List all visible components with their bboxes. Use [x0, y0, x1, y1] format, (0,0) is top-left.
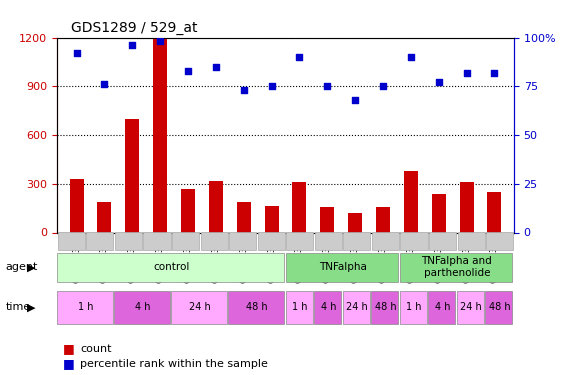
Point	[267, 83, 276, 89]
Bar	[237, 202, 251, 232]
Text: 1 h: 1 h	[292, 303, 308, 312]
Text: 24 h: 24 h	[460, 303, 482, 312]
Point	[462, 70, 471, 76]
Text: TNFalpha and
parthenolide: TNFalpha and parthenolide	[421, 256, 492, 278]
Text: GDS1289 / 529_at: GDS1289 / 529_at	[71, 21, 198, 35]
Bar	[258, 232, 285, 250]
Bar	[372, 232, 399, 250]
Bar	[315, 232, 342, 250]
Bar	[292, 182, 307, 232]
Text: ▶: ▶	[27, 262, 35, 272]
FancyBboxPatch shape	[171, 291, 227, 324]
Text: 24 h: 24 h	[189, 303, 211, 312]
FancyBboxPatch shape	[400, 253, 513, 282]
Text: ▶: ▶	[27, 303, 35, 312]
Text: ■: ■	[63, 357, 75, 370]
Bar	[229, 232, 256, 250]
Point	[128, 42, 137, 48]
Text: 48 h: 48 h	[489, 303, 510, 312]
Bar	[400, 232, 428, 250]
FancyBboxPatch shape	[400, 291, 427, 324]
Bar	[460, 182, 473, 232]
FancyBboxPatch shape	[57, 253, 284, 282]
Point	[100, 81, 109, 87]
Bar	[70, 179, 83, 232]
Text: percentile rank within the sample: percentile rank within the sample	[80, 359, 268, 369]
FancyBboxPatch shape	[286, 253, 399, 282]
Text: time: time	[6, 303, 31, 312]
Text: 4 h: 4 h	[320, 303, 336, 312]
Text: 4 h: 4 h	[135, 303, 151, 312]
Point	[434, 80, 443, 86]
FancyBboxPatch shape	[428, 291, 455, 324]
Bar	[376, 207, 390, 232]
FancyBboxPatch shape	[57, 291, 112, 324]
FancyBboxPatch shape	[485, 291, 513, 324]
Bar	[98, 202, 111, 232]
Bar	[343, 232, 371, 250]
FancyBboxPatch shape	[343, 291, 370, 324]
Point	[183, 68, 192, 74]
Point	[155, 38, 164, 44]
Text: TNFalpha: TNFalpha	[319, 262, 367, 272]
Text: 48 h: 48 h	[246, 303, 268, 312]
Bar	[181, 189, 195, 232]
Text: 1 h: 1 h	[78, 303, 94, 312]
Bar	[143, 232, 171, 250]
Text: 4 h: 4 h	[435, 303, 451, 312]
Point	[323, 83, 332, 89]
Text: ■: ■	[63, 342, 75, 355]
Bar	[200, 232, 228, 250]
FancyBboxPatch shape	[228, 291, 284, 324]
Bar	[264, 206, 279, 232]
Bar	[429, 232, 456, 250]
Bar	[115, 232, 142, 250]
Point	[407, 54, 416, 60]
Text: control: control	[153, 262, 190, 272]
FancyBboxPatch shape	[314, 291, 341, 324]
Text: 1 h: 1 h	[406, 303, 422, 312]
Bar	[457, 232, 485, 250]
Text: 48 h: 48 h	[375, 303, 396, 312]
FancyBboxPatch shape	[371, 291, 399, 324]
FancyBboxPatch shape	[286, 291, 312, 324]
Bar	[86, 232, 114, 250]
FancyBboxPatch shape	[114, 291, 170, 324]
Text: count: count	[80, 344, 111, 354]
Point	[351, 97, 360, 103]
Text: 24 h: 24 h	[346, 303, 368, 312]
Point	[72, 50, 81, 56]
Point	[239, 87, 248, 93]
FancyBboxPatch shape	[457, 291, 484, 324]
Bar	[488, 192, 501, 232]
Point	[211, 64, 220, 70]
Point	[490, 70, 499, 76]
Bar	[404, 171, 418, 232]
Bar	[286, 232, 313, 250]
Bar	[58, 232, 85, 250]
Bar	[126, 119, 139, 232]
Bar	[348, 213, 362, 232]
Bar	[209, 180, 223, 232]
Bar	[320, 207, 334, 232]
Bar	[432, 194, 445, 232]
Point	[295, 54, 304, 60]
Point	[379, 83, 388, 89]
Bar	[153, 39, 167, 232]
Bar	[172, 232, 199, 250]
Text: agent: agent	[6, 262, 38, 272]
Bar	[486, 232, 513, 250]
